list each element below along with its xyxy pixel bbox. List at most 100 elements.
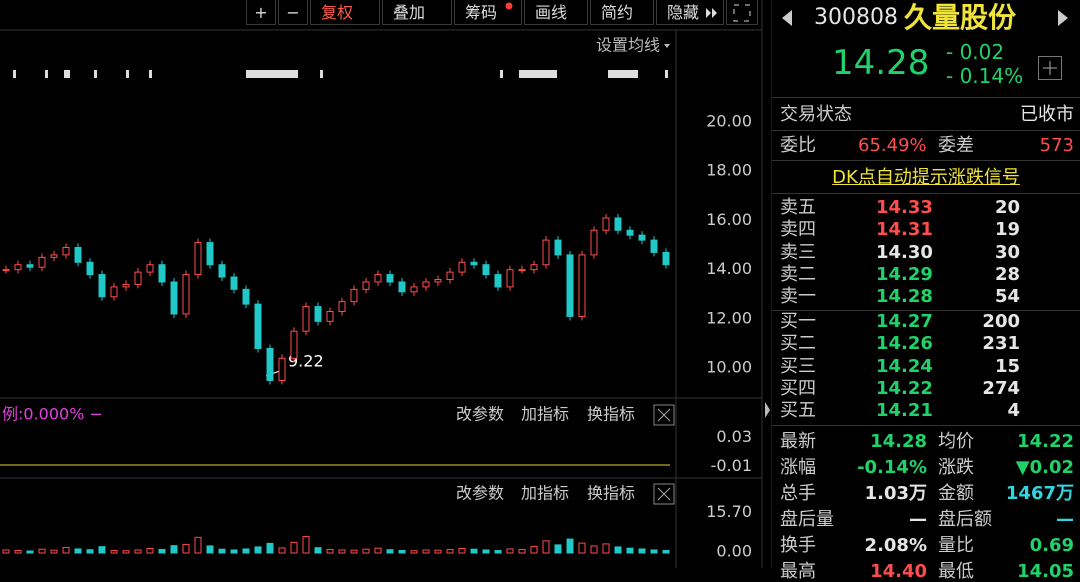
add-button[interactable] [1038, 56, 1062, 80]
volume-bar [494, 549, 502, 554]
collapse-arrow[interactable] [765, 402, 770, 418]
book-volume: 30 [994, 241, 1020, 263]
stat-value: 2.08% [864, 535, 927, 556]
volume-bar [398, 549, 406, 554]
volume-bar [62, 546, 70, 554]
panel-button[interactable]: 换指标 [587, 484, 635, 503]
candle [494, 274, 502, 288]
volume-bar [326, 548, 334, 554]
panel-button[interactable]: 加指标 [521, 405, 569, 424]
stat-value: -0.14% [857, 457, 927, 478]
close-icon [657, 487, 671, 501]
toolbar-button[interactable]: 画线 [524, 0, 588, 25]
stat-label: 金额 [938, 483, 974, 504]
book-level: 卖一 [780, 286, 816, 308]
stat-value: 14.05 [1017, 561, 1074, 582]
stat-label: 盘后额 [938, 509, 992, 530]
volume-bar [74, 548, 82, 554]
toolbar-button[interactable]: 叠加 [382, 0, 452, 25]
panel-button[interactable]: 改参数 [456, 484, 504, 503]
book-price: 14.33 [876, 197, 933, 218]
candle [602, 217, 610, 231]
signal-markers [13, 70, 668, 78]
candle [614, 217, 622, 231]
stat-label: 盘后量 [780, 509, 834, 530]
y-tick-label: 18.00 [706, 161, 752, 180]
candle [74, 247, 82, 263]
panel-button[interactable]: 加指标 [521, 484, 569, 503]
nav-arrow[interactable] [782, 10, 794, 26]
book-volume: 4 [1007, 400, 1020, 422]
book-level: 买三 [780, 355, 816, 377]
panel-button[interactable]: 换指标 [587, 405, 635, 424]
candle [254, 303, 262, 349]
candle [266, 347, 274, 381]
candle [650, 239, 658, 253]
candle [314, 306, 322, 322]
volume-bar [362, 548, 370, 554]
last-price: 14.28 [832, 43, 930, 83]
volume-bar [410, 550, 418, 554]
volume-bar [506, 548, 514, 554]
toolbar-button[interactable]: − [278, 0, 308, 25]
candle [86, 261, 94, 276]
diff: 573 [1039, 135, 1074, 156]
volume-bar [554, 544, 562, 554]
candle [518, 269, 526, 272]
stat-value: 14.28 [870, 431, 927, 452]
volume-bar [530, 545, 538, 554]
dropdown-arrow [368, 12, 374, 16]
candle [374, 274, 382, 283]
candle [578, 254, 586, 317]
ma-setting[interactable]: 设置均线 [596, 36, 660, 55]
fullscreen-icon [733, 4, 751, 22]
candle [422, 281, 430, 288]
book-level: 买五 [780, 400, 816, 422]
y-tick-label: 0.03 [716, 427, 752, 446]
close-icon [657, 408, 671, 422]
signal-link[interactable]: DK点自动提示涨跌信号 [832, 167, 1020, 188]
toolbar-button[interactable]: 隐藏 [656, 0, 724, 25]
book-price: 14.26 [876, 333, 933, 355]
volume-bar [602, 543, 610, 554]
stat-label: 最高 [780, 561, 816, 582]
toolbar-button[interactable]: 筹码 [454, 0, 522, 25]
volume-bar [98, 546, 106, 554]
book-level: 买二 [780, 333, 816, 355]
y-tick-label: 15.70 [706, 502, 752, 521]
volume-bar [374, 547, 382, 554]
close-button [653, 483, 675, 505]
notice-dot [505, 2, 513, 10]
status: 已收市 [1020, 104, 1074, 125]
volume-bar [122, 550, 130, 554]
toolbar-button[interactable]: 简约 [590, 0, 654, 25]
toolbar-button[interactable]: + [246, 0, 276, 25]
volume-bar [578, 542, 586, 554]
stat-value: — [1056, 509, 1074, 530]
candle [470, 261, 478, 266]
volume-bar [110, 549, 118, 554]
more-arrow [712, 8, 717, 18]
volume-bar [182, 543, 190, 554]
candle [290, 330, 298, 359]
y-tick-label: -0.01 [711, 456, 752, 475]
volume-bar [2, 549, 10, 554]
book-volume: 200 [982, 311, 1020, 332]
book-volume: 20 [994, 197, 1020, 218]
toolbar-button[interactable]: 复权 [310, 0, 380, 25]
candle [158, 264, 166, 283]
volume-bar [230, 549, 238, 554]
candle [386, 274, 394, 283]
volume-bar [50, 549, 58, 554]
stat-value: 1.03万 [864, 483, 927, 504]
book-level: 卖五 [780, 197, 816, 218]
book-price: 14.22 [876, 377, 933, 399]
nav-arrow[interactable] [1058, 10, 1070, 26]
volume-bar [302, 536, 310, 554]
stat-label: 最新 [780, 431, 816, 452]
fullscreen-button[interactable] [726, 0, 758, 25]
close-button [653, 404, 675, 426]
candle [242, 288, 250, 305]
candle [398, 281, 406, 293]
panel-button[interactable]: 改参数 [456, 405, 504, 424]
